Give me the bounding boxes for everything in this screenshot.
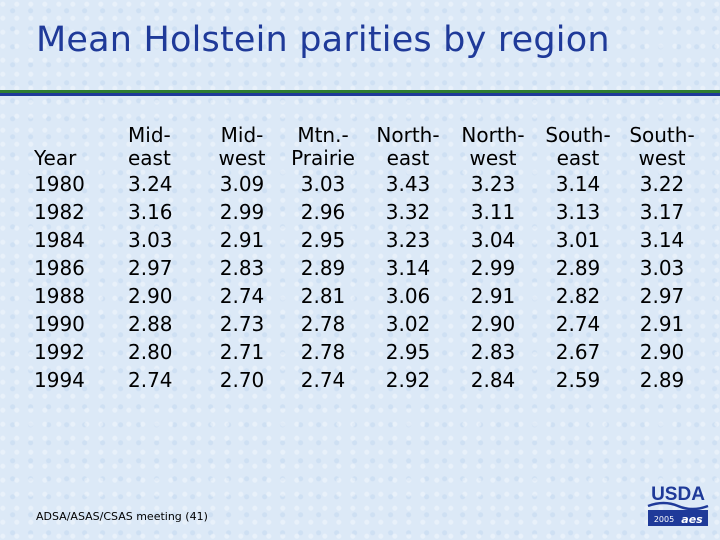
parity-cell: 2.80 xyxy=(128,340,173,364)
parity-cell: 2.73 xyxy=(219,312,265,336)
parity-cell: 2.91 xyxy=(219,228,265,252)
table-row: 1982 3.16 2.99 2.96 3.32 3.11 3.13 3.17 xyxy=(28,198,704,226)
title-divider-green xyxy=(0,90,720,93)
parity-cell: 2.74 xyxy=(219,284,265,308)
parity-cell: 2.82 xyxy=(555,284,601,308)
parity-cell: 3.16 xyxy=(128,200,173,224)
parity-cell: 2.99 xyxy=(470,256,516,280)
parity-cell: 3.03 xyxy=(300,172,346,196)
parity-cell: 2.74 xyxy=(300,368,346,392)
usda-logo-text: USDA xyxy=(651,484,705,505)
parity-cell: 2.97 xyxy=(128,256,173,280)
parity-cell: 2.67 xyxy=(555,340,601,364)
parity-cell: 3.06 xyxy=(385,284,431,308)
parity-cell: 3.11 xyxy=(470,200,516,224)
parity-cell: 3.43 xyxy=(385,172,431,196)
year-cell: 1988 xyxy=(34,284,85,308)
logo-year: 2005 xyxy=(654,515,674,524)
parity-cell: 2.81 xyxy=(300,284,346,308)
header-southwest: South-west xyxy=(629,123,695,170)
parity-cell: 3.14 xyxy=(555,172,601,196)
parity-cell: 2.83 xyxy=(219,256,265,280)
header-northwest: North-west xyxy=(461,123,525,170)
header-southeast: South-east xyxy=(545,123,611,170)
parity-cell: 2.83 xyxy=(470,340,516,364)
table-row: 1990 2.88 2.73 2.78 3.02 2.90 2.74 2.91 xyxy=(28,310,704,338)
parity-cell: 2.84 xyxy=(470,368,516,392)
header-mtn-prairie: Mtn.- Prairie xyxy=(291,123,355,170)
table-row: 1980 3.24 3.09 3.03 3.43 3.23 3.14 3.22 xyxy=(28,170,704,198)
parity-cell: 2.97 xyxy=(639,284,685,308)
year-cell: 1986 xyxy=(34,256,85,280)
parity-cell: 2.95 xyxy=(300,228,346,252)
parity-cell: 3.03 xyxy=(639,256,685,280)
parity-cell: 3.04 xyxy=(470,228,516,252)
table-row: 1986 2.97 2.83 2.89 3.14 2.99 2.89 3.03 xyxy=(28,254,704,282)
parity-cell: 2.89 xyxy=(639,368,685,392)
table-row: 1992 2.80 2.71 2.78 2.95 2.83 2.67 2.90 xyxy=(28,338,704,366)
parity-cell: 2.99 xyxy=(219,200,265,224)
header-midwest: Mid-west xyxy=(218,123,266,170)
year-cell: 1984 xyxy=(34,228,85,252)
year-cell: 1980 xyxy=(34,172,85,196)
parity-cell: 2.95 xyxy=(385,340,431,364)
parity-cell: 3.13 xyxy=(555,200,601,224)
parity-cell: 2.91 xyxy=(639,312,685,336)
parity-cell: 3.01 xyxy=(555,228,601,252)
parity-cell: 2.74 xyxy=(128,368,173,392)
table-row: 1994 2.74 2.70 2.74 2.92 2.84 2.59 2.89 xyxy=(28,366,704,394)
parity-cell: 3.17 xyxy=(639,200,685,224)
parity-cell: 2.71 xyxy=(219,340,265,364)
parity-cell: 2.59 xyxy=(555,368,601,392)
header-northeast: North-east xyxy=(376,123,440,170)
usda-logo: USDA 2005 aes xyxy=(647,484,709,526)
year-cell: 1994 xyxy=(34,368,85,392)
aes-logo-mark: aes xyxy=(681,513,703,526)
title-divider-blue xyxy=(0,93,720,96)
parity-table: Year Mid-east Mid-west Mtn.- Prairie Nort… xyxy=(28,124,704,394)
footer-text: ADSA/ASAS/CSAS meeting (41) xyxy=(36,510,208,523)
table-header-row: Year Mid-east Mid-west Mtn.- Prairie Nort… xyxy=(28,124,704,170)
parity-cell: 2.88 xyxy=(128,312,173,336)
parity-cell: 2.89 xyxy=(555,256,601,280)
parity-cell: 3.14 xyxy=(385,256,431,280)
parity-cell: 2.90 xyxy=(639,340,685,364)
parity-cell: 2.78 xyxy=(300,340,346,364)
parity-cell: 2.96 xyxy=(300,200,346,224)
parity-cell: 2.89 xyxy=(300,256,346,280)
slide-title: Mean Holstein parities by region xyxy=(36,20,610,60)
parity-cell: 3.23 xyxy=(470,172,516,196)
parity-cell: 3.03 xyxy=(128,228,173,252)
year-cell: 1982 xyxy=(34,200,85,224)
year-cell: 1990 xyxy=(34,312,85,336)
parity-cell: 3.32 xyxy=(385,200,431,224)
parity-cell: 3.24 xyxy=(128,172,173,196)
year-cell: 1992 xyxy=(34,340,85,364)
table-row: 1984 3.03 2.91 2.95 3.23 3.04 3.01 3.14 xyxy=(28,226,704,254)
parity-cell: 3.22 xyxy=(639,172,685,196)
parity-cell: 2.90 xyxy=(470,312,516,336)
parity-cell: 3.14 xyxy=(639,228,685,252)
parity-cell: 3.09 xyxy=(219,172,265,196)
parity-cell: 3.02 xyxy=(385,312,431,336)
table-row: 1988 2.90 2.74 2.81 3.06 2.91 2.82 2.97 xyxy=(28,282,704,310)
header-year: Year xyxy=(34,146,77,170)
parity-cell: 2.91 xyxy=(470,284,516,308)
header-mideast: Mid-east xyxy=(128,123,171,170)
parity-cell: 2.78 xyxy=(300,312,346,336)
parity-cell: 2.74 xyxy=(555,312,601,336)
parity-cell: 3.23 xyxy=(385,228,431,252)
parity-cell: 2.90 xyxy=(128,284,173,308)
parity-cell: 2.92 xyxy=(385,368,431,392)
parity-cell: 2.70 xyxy=(219,368,265,392)
